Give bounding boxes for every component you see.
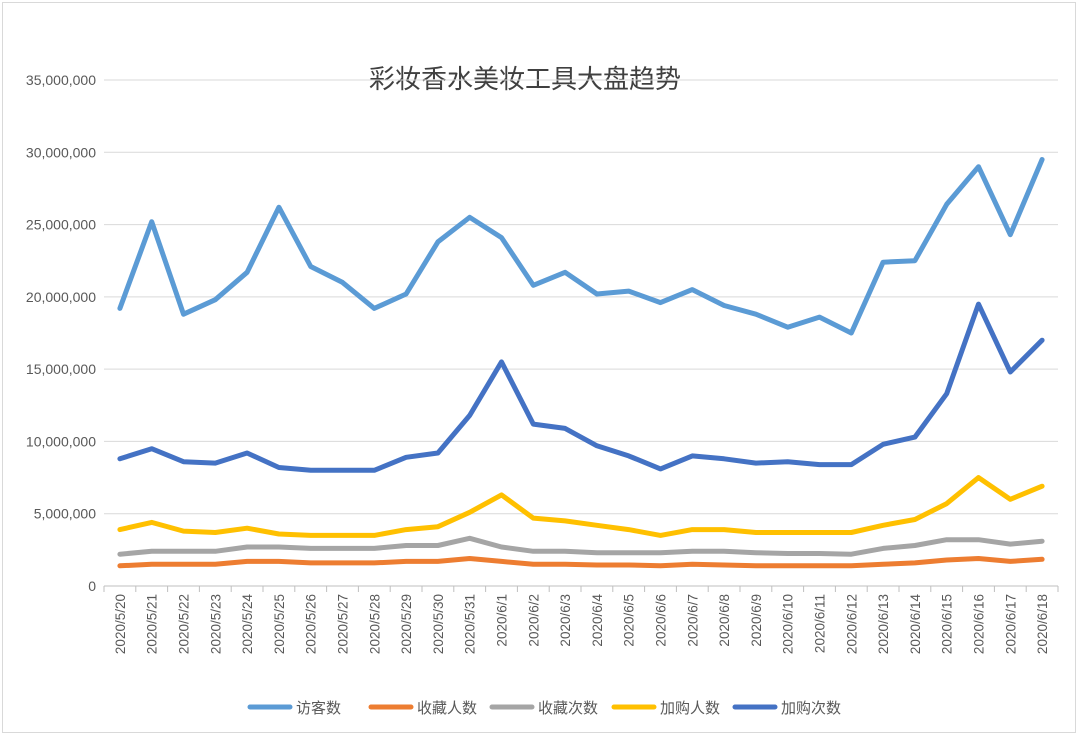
legend-label-4: 加购次数 — [781, 699, 841, 717]
legend-label-0: 访客数 — [296, 699, 341, 717]
x-tick-label: 2020/6/13 — [876, 594, 891, 654]
y-tick-label: 20,000,000 — [26, 289, 96, 305]
x-tick-label: 2020/6/2 — [526, 594, 541, 647]
x-tick-label: 2020/6/11 — [813, 594, 828, 653]
x-tick-label: 2020/6/8 — [717, 594, 732, 647]
gridlines — [104, 79, 1058, 587]
x-tick-label: 2020/5/31 — [463, 594, 478, 654]
x-tick-label: 2020/6/6 — [654, 594, 669, 647]
x-tick-label: 2020/5/24 — [240, 594, 255, 655]
x-tick-label: 2020/5/23 — [208, 594, 223, 654]
x-tick-label: 2020/5/20 — [113, 594, 128, 654]
series-line-1 — [117, 556, 1045, 569]
series-line-0 — [117, 157, 1045, 336]
legend-label-1: 收藏人数 — [417, 699, 477, 717]
x-tick-label: 2020/5/30 — [431, 594, 446, 654]
x-tick-label: 2020/6/15 — [940, 594, 955, 654]
x-axis-ticks: 2020/5/20 2020/5/21 2020/5/22 2020/5/23 2020… — [103, 586, 1059, 655]
legend-label-2: 收藏次数 — [538, 699, 598, 717]
legend: 访客数 收藏人数 收藏次数 加购人数 加购次数 — [247, 699, 841, 717]
x-tick-label: 2020/6/16 — [972, 594, 987, 654]
y-tick-label: 35,000,000 — [26, 72, 96, 88]
y-tick-label: 10,000,000 — [26, 433, 96, 449]
x-tick-label: 2020/6/18 — [1035, 594, 1050, 654]
series-line-3 — [117, 475, 1045, 538]
x-tick-label: 2020/6/4 — [590, 594, 605, 647]
x-tick-label: 2020/6/9 — [749, 594, 764, 647]
x-tick-label: 2020/6/12 — [844, 594, 859, 654]
y-tick-label: 25,000,000 — [26, 217, 96, 233]
series-line-4 — [117, 301, 1045, 473]
legend-label-3: 加购人数 — [660, 699, 720, 717]
x-tick-label: 2020/5/29 — [399, 594, 414, 654]
y-axis-ticks: 0 5,000,000 10,000,000 15,000,000 20,000,000… — [26, 72, 96, 594]
y-tick-label: 5,000,000 — [34, 506, 96, 522]
x-tick-label: 2020/6/17 — [1003, 594, 1018, 654]
y-tick-label: 0 — [88, 578, 96, 594]
x-tick-label: 2020/6/3 — [558, 594, 573, 647]
series-line-2 — [117, 535, 1045, 557]
x-tick-label: 2020/5/26 — [304, 594, 319, 654]
x-tick-label: 2020/5/27 — [336, 594, 351, 654]
x-tick-label: 2020/6/1 — [495, 594, 510, 647]
y-tick-label: 15,000,000 — [26, 361, 96, 377]
x-tick-label: 2020/6/5 — [622, 594, 637, 647]
y-tick-label: 30,000,000 — [26, 144, 96, 160]
x-tick-label: 2020/5/21 — [145, 594, 160, 654]
x-tick-label: 2020/6/10 — [781, 594, 796, 654]
x-tick-label: 2020/5/28 — [367, 594, 382, 654]
x-tick-label: 2020/6/7 — [685, 594, 700, 647]
x-tick-label: 2020/6/14 — [908, 594, 923, 655]
x-tick-label: 2020/5/25 — [272, 594, 287, 654]
series-lines — [117, 157, 1045, 569]
x-tick-label: 2020/5/22 — [177, 594, 192, 654]
